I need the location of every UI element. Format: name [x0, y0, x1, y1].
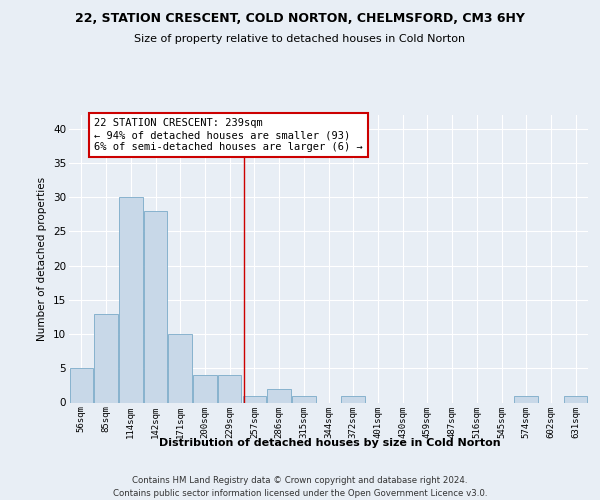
- Text: Distribution of detached houses by size in Cold Norton: Distribution of detached houses by size …: [159, 438, 501, 448]
- Text: Contains HM Land Registry data © Crown copyright and database right 2024.
Contai: Contains HM Land Registry data © Crown c…: [113, 476, 487, 498]
- Bar: [268, 389, 291, 402]
- Bar: [144, 211, 167, 402]
- Bar: [94, 314, 118, 402]
- Bar: [169, 334, 192, 402]
- Y-axis label: Number of detached properties: Number of detached properties: [37, 176, 47, 341]
- Bar: [564, 396, 587, 402]
- Bar: [292, 396, 316, 402]
- Text: 22 STATION CRESCENT: 239sqm
← 94% of detached houses are smaller (93)
6% of semi: 22 STATION CRESCENT: 239sqm ← 94% of det…: [94, 118, 362, 152]
- Bar: [242, 396, 266, 402]
- Text: Size of property relative to detached houses in Cold Norton: Size of property relative to detached ho…: [134, 34, 466, 43]
- Bar: [218, 375, 241, 402]
- Bar: [193, 375, 217, 402]
- Bar: [514, 396, 538, 402]
- Bar: [70, 368, 93, 402]
- Text: 22, STATION CRESCENT, COLD NORTON, CHELMSFORD, CM3 6HY: 22, STATION CRESCENT, COLD NORTON, CHELM…: [75, 12, 525, 26]
- Bar: [341, 396, 365, 402]
- Bar: [119, 197, 143, 402]
